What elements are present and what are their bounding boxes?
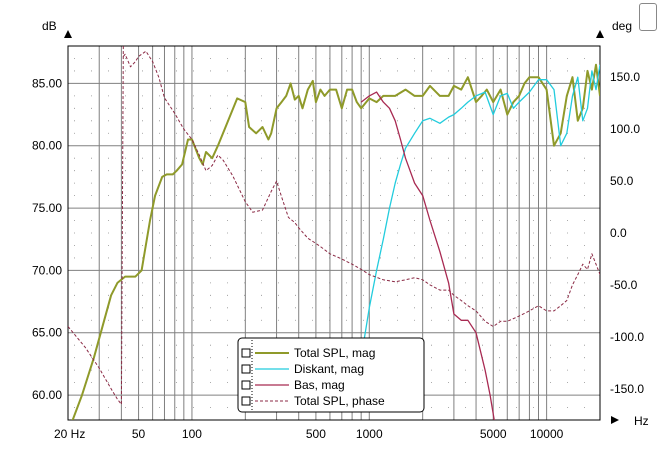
y2-tick-label: -150.0 — [610, 382, 644, 396]
legend-checkbox-bas-mag[interactable] — [241, 380, 251, 390]
y2-axis-arrow — [596, 30, 604, 38]
x-tick-label: 5000 — [480, 427, 507, 441]
y-axis-arrow — [64, 30, 72, 38]
legend-checkbox-diskant-mag[interactable] — [241, 364, 251, 374]
x-axis-arrow — [611, 416, 619, 424]
y-tick-label: 75.00 — [32, 201, 62, 215]
y2-axis-label: deg — [612, 19, 632, 33]
y2-tick-label: 50.0 — [610, 174, 634, 188]
x-axis-label: Hz — [634, 414, 649, 428]
series-line-bas-mag — [360, 91, 495, 420]
y-tick-label: 80.00 — [32, 139, 62, 153]
legend-label-total-spl-mag: Total SPL, mag — [294, 346, 375, 360]
y-tick-label: 70.00 — [32, 263, 62, 277]
series-line-diskant-mag — [360, 64, 600, 358]
legend-label-total-spl-phase: Total SPL, phase — [294, 394, 385, 408]
corner-toggle-button[interactable] — [639, 3, 657, 31]
y2-tick-label: 100.0 — [610, 122, 640, 136]
x-tick-label: 100 — [182, 427, 202, 441]
legend-label-bas-mag: Bas, mag — [294, 378, 345, 392]
y-tick-label: 65.00 — [32, 326, 62, 340]
x-tick-label: 10000 — [530, 427, 564, 441]
y-tick-label: 60.00 — [32, 388, 62, 402]
y-tick-label: 85.00 — [32, 76, 62, 90]
legend-box — [237, 337, 425, 413]
legend-checkbox-total-spl-mag[interactable] — [241, 348, 251, 358]
x-tick-label: 50 — [132, 427, 146, 441]
series-layer — [68, 46, 600, 420]
y2-tick-label: 0.0 — [610, 226, 627, 240]
x-tick-label: 500 — [306, 427, 326, 441]
legend: Total SPL, mag Diskant, mag Bas, mag Tot… — [237, 337, 425, 413]
plot-frame — [67, 45, 601, 421]
series-line-total-spl-mag — [71, 63, 600, 420]
legend-label-diskant-mag: Diskant, mag — [294, 362, 364, 376]
tick-labels: 85.00 80.00 75.00 70.00 65.00 60.00 150.0 100.0… — [32, 70, 644, 441]
y2-tick-label: 150.0 — [610, 70, 640, 84]
x-tick-label: 1000 — [356, 427, 383, 441]
legend-checkbox-total-spl-phase[interactable] — [241, 396, 251, 406]
y2-tick-label: -50.0 — [610, 278, 638, 292]
y2-tick-label: -100.0 — [610, 330, 644, 344]
x-tick-label: 20 Hz — [54, 427, 85, 441]
series-line-total-spl-phase — [68, 46, 600, 405]
y-axis-label: dB — [42, 19, 57, 33]
